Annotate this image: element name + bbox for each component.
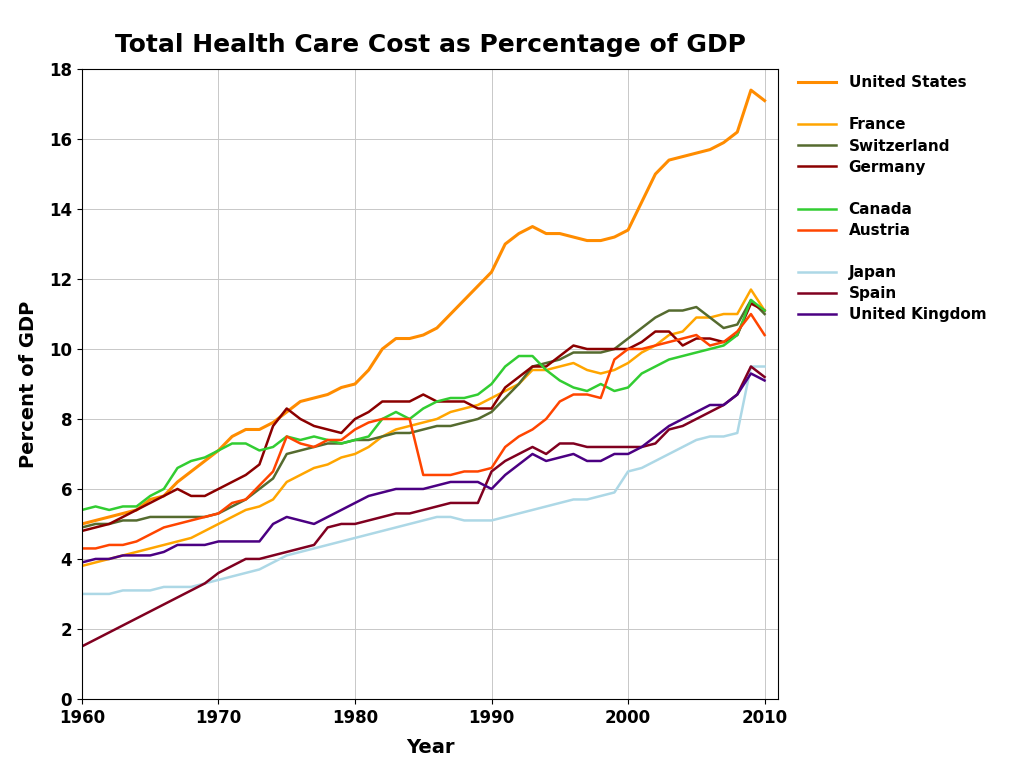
Spain [526, 442, 539, 452]
France [526, 366, 539, 375]
United States [731, 127, 743, 137]
Canada [567, 383, 580, 392]
Switzerland [567, 348, 580, 357]
Austria [567, 390, 580, 399]
United Kingdom [294, 516, 306, 525]
Germany [744, 299, 757, 308]
United Kingdom [567, 449, 580, 458]
Line: Austria: Austria [82, 314, 765, 548]
Germany [759, 306, 771, 315]
Spain [281, 548, 293, 557]
Canada [744, 296, 757, 305]
France [567, 359, 580, 368]
Austria [281, 432, 293, 441]
France [744, 285, 757, 294]
Canada [731, 330, 743, 339]
France [281, 478, 293, 487]
Japan [294, 548, 306, 557]
France [76, 561, 88, 571]
United States [744, 85, 757, 94]
Spain [759, 372, 771, 382]
Germany [526, 362, 539, 371]
Japan [281, 551, 293, 560]
France [226, 512, 239, 521]
Canada [759, 306, 771, 315]
Germany [294, 415, 306, 424]
Line: Germany: Germany [82, 303, 765, 531]
Japan [226, 572, 239, 581]
Austria [759, 330, 771, 339]
United Kingdom [759, 376, 771, 385]
Switzerland [76, 523, 88, 532]
Germany [226, 478, 239, 487]
Japan [731, 429, 743, 438]
Y-axis label: Percent of GDP: Percent of GDP [19, 300, 38, 468]
Spain [567, 439, 580, 448]
Germany [731, 330, 743, 339]
United Kingdom [744, 369, 757, 378]
United Kingdom [281, 512, 293, 521]
Switzerland [759, 310, 771, 319]
Line: France: France [82, 290, 765, 566]
X-axis label: Year: Year [406, 738, 455, 756]
Line: Canada: Canada [82, 300, 765, 510]
Japan [744, 362, 757, 371]
Switzerland [744, 296, 757, 305]
Austria [226, 498, 239, 508]
Spain [744, 362, 757, 371]
United States [759, 96, 771, 105]
Germany [76, 526, 88, 535]
Line: Japan: Japan [82, 366, 765, 594]
United States [526, 222, 539, 231]
Line: United Kingdom: United Kingdom [82, 373, 765, 562]
Austria [294, 439, 306, 448]
Legend: United States, , France, Switzerland, Germany, , Canada, Austria, , Japan, Spain: United States, , France, Switzerland, Ge… [793, 69, 992, 329]
France [731, 310, 743, 319]
Canada [76, 505, 88, 515]
Spain [731, 390, 743, 399]
France [294, 470, 306, 479]
Line: Spain: Spain [82, 366, 765, 647]
Canada [226, 439, 239, 448]
Canada [526, 352, 539, 361]
Canada [281, 432, 293, 441]
Germany [567, 341, 580, 350]
United Kingdom [226, 537, 239, 546]
Title: Total Health Care Cost as Percentage of GDP: Total Health Care Cost as Percentage of … [115, 34, 745, 58]
Austria [744, 310, 757, 319]
United Kingdom [76, 558, 88, 567]
Line: United States: United States [82, 90, 765, 524]
United States [294, 397, 306, 406]
Japan [76, 589, 88, 598]
Canada [294, 435, 306, 445]
Japan [759, 362, 771, 371]
United Kingdom [526, 449, 539, 458]
Austria [526, 425, 539, 434]
United States [226, 432, 239, 441]
Switzerland [731, 320, 743, 329]
Japan [567, 495, 580, 504]
Spain [226, 561, 239, 571]
Line: Switzerland: Switzerland [82, 300, 765, 528]
Switzerland [526, 362, 539, 371]
United States [567, 233, 580, 242]
Austria [731, 327, 743, 336]
Austria [76, 544, 88, 553]
United States [76, 519, 88, 528]
Japan [526, 505, 539, 515]
United Kingdom [731, 390, 743, 399]
Switzerland [281, 449, 293, 458]
Switzerland [226, 502, 239, 511]
Germany [281, 404, 293, 413]
United States [281, 407, 293, 416]
Spain [294, 544, 306, 553]
Switzerland [294, 446, 306, 455]
Spain [76, 642, 88, 651]
France [759, 306, 771, 315]
